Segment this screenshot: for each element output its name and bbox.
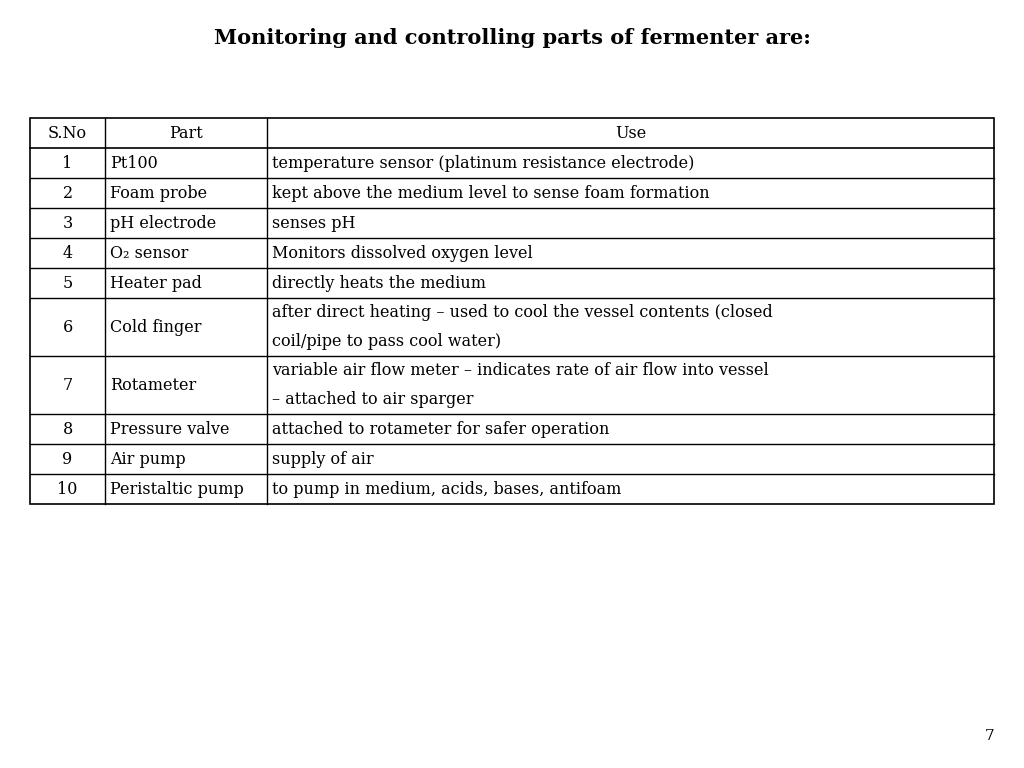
Text: supply of air: supply of air [272, 451, 374, 468]
Text: Foam probe: Foam probe [111, 184, 207, 201]
Text: Monitoring and controlling parts of fermenter are:: Monitoring and controlling parts of ferm… [214, 28, 810, 48]
Text: O₂ sensor: O₂ sensor [111, 244, 188, 261]
Text: 2: 2 [62, 184, 73, 201]
Text: 6: 6 [62, 319, 73, 336]
Text: temperature sensor (platinum resistance electrode): temperature sensor (platinum resistance … [272, 154, 694, 171]
Text: Monitors dissolved oxygen level: Monitors dissolved oxygen level [272, 244, 532, 261]
Text: coil/pipe to pass cool water): coil/pipe to pass cool water) [272, 333, 502, 350]
Text: – attached to air sparger: – attached to air sparger [272, 391, 474, 408]
Text: 3: 3 [62, 214, 73, 231]
Text: pH electrode: pH electrode [111, 214, 216, 231]
Text: 1: 1 [62, 154, 73, 171]
Text: Heater pad: Heater pad [111, 274, 202, 292]
Text: Peristaltic pump: Peristaltic pump [111, 481, 244, 498]
Text: Part: Part [169, 124, 203, 141]
Text: 4: 4 [62, 244, 73, 261]
Text: 7: 7 [62, 376, 73, 393]
Text: to pump in medium, acids, bases, antifoam: to pump in medium, acids, bases, antifoa… [272, 481, 622, 498]
Text: S.No: S.No [48, 124, 87, 141]
Text: attached to rotameter for safer operation: attached to rotameter for safer operatio… [272, 421, 609, 438]
Text: senses pH: senses pH [272, 214, 355, 231]
Bar [30, 118, 994, 504]
Text: Pt100: Pt100 [111, 154, 158, 171]
Text: 5: 5 [62, 274, 73, 292]
Text: 8: 8 [62, 421, 73, 438]
Text: kept above the medium level to sense foam formation: kept above the medium level to sense foa… [272, 184, 710, 201]
Text: variable air flow meter – indicates rate of air flow into vessel: variable air flow meter – indicates rate… [272, 362, 769, 379]
Text: Rotameter: Rotameter [111, 376, 197, 393]
Text: after direct heating – used to cool the vessel contents (closed: after direct heating – used to cool the … [272, 304, 773, 321]
Text: directly heats the medium: directly heats the medium [272, 274, 486, 292]
Text: 9: 9 [62, 451, 73, 468]
Text: Use: Use [615, 124, 646, 141]
Text: Pressure valve: Pressure valve [111, 421, 229, 438]
Text: 10: 10 [57, 481, 78, 498]
Text: Air pump: Air pump [111, 451, 185, 468]
Text: Cold finger: Cold finger [111, 319, 202, 336]
Text: 7: 7 [984, 729, 994, 743]
